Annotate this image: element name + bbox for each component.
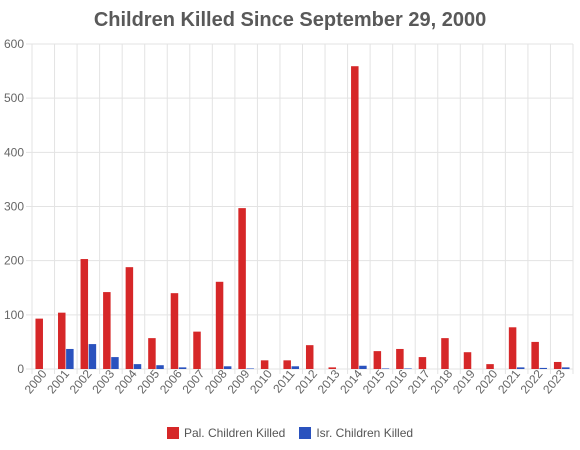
bar-pal-2012[interactable] bbox=[305, 345, 314, 369]
x-tick-label: 2020 bbox=[473, 367, 501, 397]
x-tick-label: 2022 bbox=[518, 367, 546, 397]
x-tick-label: 2011 bbox=[270, 367, 298, 396]
x-tick-label: 2002 bbox=[67, 367, 95, 397]
bar-isr-2015[interactable] bbox=[381, 368, 390, 369]
bar-isr-2003[interactable] bbox=[111, 357, 119, 369]
x-tick-label: 2012 bbox=[292, 367, 320, 397]
legend-label-isr: Isr. Children Killed bbox=[316, 426, 414, 440]
bar-pal-2019[interactable] bbox=[463, 352, 472, 369]
legend-item-pal[interactable]: Pal. Children Killed bbox=[166, 426, 286, 440]
x-axis-ticks: 2000200120022003200420052006200720082009… bbox=[22, 367, 569, 397]
bar-pal-2016[interactable] bbox=[396, 348, 404, 369]
x-tick-label: 2005 bbox=[134, 367, 162, 397]
x-tick-label: 2003 bbox=[89, 367, 117, 397]
x-tick-label: 2013 bbox=[315, 367, 343, 397]
y-tick-label: 600 bbox=[4, 37, 24, 51]
bar-pal-2004[interactable] bbox=[125, 267, 134, 369]
chart-title: Children Killed Since September 29, 2000 bbox=[93, 9, 487, 31]
bar-pal-2001[interactable] bbox=[58, 312, 66, 369]
bar-pal-2011[interactable] bbox=[283, 360, 291, 369]
x-tick-label: 2023 bbox=[540, 367, 568, 397]
bar-pal-2006[interactable] bbox=[170, 293, 179, 369]
x-tick-label: 2004 bbox=[112, 367, 140, 397]
bar-isr-2009[interactable] bbox=[246, 368, 254, 369]
bar-pal-2020[interactable] bbox=[486, 364, 494, 369]
bar-isr-2002[interactable] bbox=[88, 344, 97, 369]
x-tick-label: 2006 bbox=[157, 367, 185, 397]
bar-pal-2002[interactable] bbox=[80, 259, 89, 369]
bars bbox=[35, 66, 570, 369]
y-tick-label: 0 bbox=[17, 362, 24, 376]
x-tick-label: 2015 bbox=[360, 367, 388, 397]
legend-swatch-pal bbox=[166, 427, 179, 439]
bar-pal-2014[interactable] bbox=[351, 66, 359, 369]
bar-pal-2000[interactable] bbox=[35, 318, 43, 369]
bar-isr-2008[interactable] bbox=[223, 366, 232, 369]
bar-pal-2010[interactable] bbox=[260, 360, 269, 369]
legend-swatch-isr bbox=[299, 427, 312, 439]
bar-pal-2005[interactable] bbox=[148, 338, 156, 369]
bar-pal-2022[interactable] bbox=[531, 341, 539, 369]
x-tick-label: 2009 bbox=[225, 367, 253, 397]
bar-isr-2021[interactable] bbox=[516, 367, 525, 369]
x-tick-label: 2008 bbox=[202, 367, 230, 397]
x-tick-label: 2014 bbox=[337, 367, 365, 397]
y-tick-label: 400 bbox=[4, 145, 24, 159]
bar-pal-2021[interactable] bbox=[508, 327, 517, 369]
bar-isr-2014[interactable] bbox=[359, 365, 367, 369]
y-tick-label: 500 bbox=[4, 91, 24, 105]
x-tick-label: 2000 bbox=[22, 367, 50, 397]
x-tick-label: 2018 bbox=[427, 367, 455, 397]
x-tick-label: 2010 bbox=[247, 367, 275, 397]
grid-lines bbox=[26, 43, 574, 374]
legend-label-pal: Pal. Children Killed bbox=[183, 426, 286, 440]
y-tick-label: 100 bbox=[4, 308, 24, 322]
bar-pal-2018[interactable] bbox=[441, 338, 449, 369]
bar-pal-2017[interactable] bbox=[418, 357, 427, 369]
bar-pal-2013[interactable] bbox=[328, 367, 337, 369]
y-tick-label: 200 bbox=[4, 254, 24, 268]
bar-pal-2007[interactable] bbox=[193, 331, 201, 369]
bar-isr-2001[interactable] bbox=[66, 348, 74, 369]
x-tick-label: 2001 bbox=[44, 367, 72, 397]
bar-isr-2005[interactable] bbox=[156, 365, 164, 369]
bar-isr-2022[interactable] bbox=[539, 367, 547, 369]
bar-isr-2023[interactable] bbox=[562, 367, 570, 369]
y-tick-label: 300 bbox=[4, 200, 24, 214]
bar-isr-2016[interactable] bbox=[404, 368, 412, 369]
bar-pal-2008[interactable] bbox=[215, 281, 224, 369]
y-axis-ticks: 0 100 200 300 400 500 600 bbox=[4, 37, 24, 376]
bar-isr-2011[interactable] bbox=[291, 366, 300, 369]
x-tick-label: 2016 bbox=[382, 367, 410, 397]
bar-pal-2003[interactable] bbox=[103, 292, 111, 369]
x-tick-label: 2021 bbox=[495, 367, 523, 397]
bar-pal-2015[interactable] bbox=[373, 351, 382, 369]
legend[interactable]: Pal. Children Killed Isr. Children Kille… bbox=[0, 426, 580, 440]
bar-isr-2004[interactable] bbox=[133, 364, 142, 369]
bar-pal-2023[interactable] bbox=[553, 361, 562, 369]
x-tick-label: 2007 bbox=[179, 367, 207, 397]
x-tick-label: 2019 bbox=[450, 367, 478, 397]
bar-pal-2009[interactable] bbox=[238, 208, 246, 369]
bar-isr-2006[interactable] bbox=[178, 367, 187, 369]
legend-item-isr[interactable]: Isr. Children Killed bbox=[299, 426, 413, 440]
x-tick-label: 2017 bbox=[405, 367, 433, 397]
